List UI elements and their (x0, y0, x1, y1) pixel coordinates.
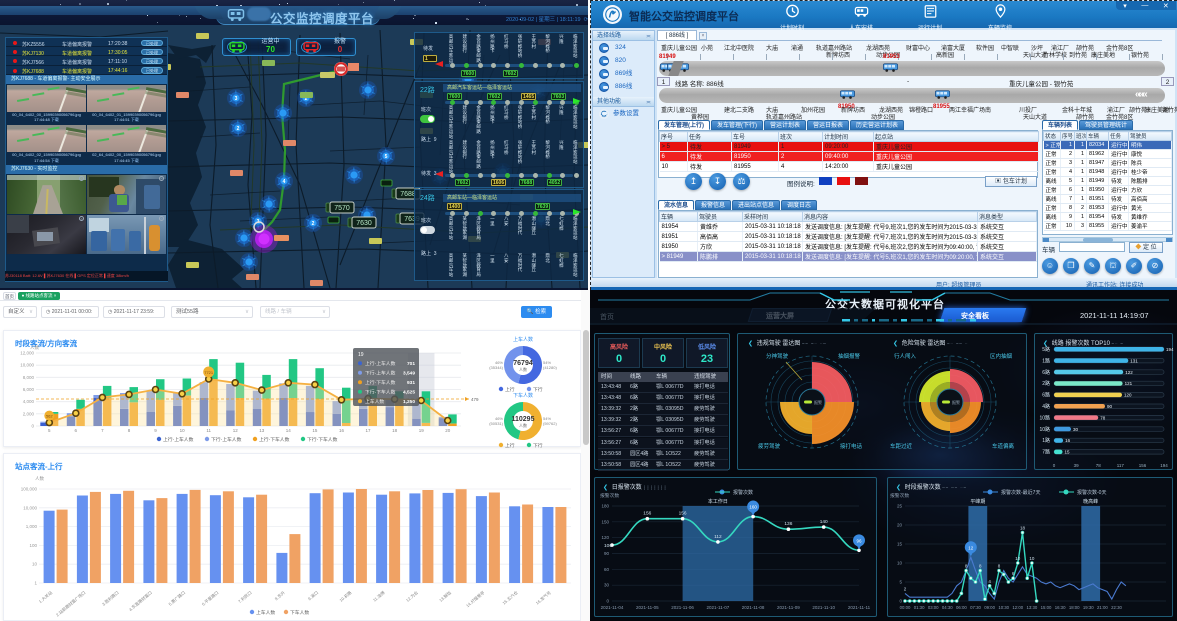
svg-text:上行-上车人数: 上行-上车人数 (163, 436, 194, 443)
svg-text:上行: 上行 (505, 442, 515, 449)
svg-text:12.为合: 12.为合 (404, 589, 420, 604)
svg-text:3: 3 (235, 96, 238, 102)
svg-text:2.站前路财富广场口: 2.站前路财富广场口 (54, 589, 87, 618)
svg-text:7: 7 (101, 428, 104, 433)
svg-text:4,525: 4,525 (403, 390, 415, 396)
svg-text:8.东升: 8.东升 (273, 589, 287, 602)
svg-text:10: 10 (32, 562, 38, 567)
svg-text:上行-上车人数: 上行-上车人数 (365, 360, 396, 367)
svg-text:4.东直路财富口: 4.东直路财富口 (127, 589, 153, 613)
svg-text:1.大关站: 1.大关站 (37, 589, 54, 605)
svg-text:19: 19 (358, 352, 364, 358)
svg-text:4,000: 4,000 (23, 399, 35, 404)
svg-text:7.利民口: 7.利民口 (237, 589, 254, 605)
svg-text:46%: 46% (495, 416, 503, 421)
svg-text:下行-上车人数: 下行-上车人数 (211, 436, 242, 443)
svg-text:11.油博: 11.油博 (371, 589, 387, 604)
svg-text:1: 1 (34, 581, 37, 586)
svg-text:17: 17 (365, 428, 371, 433)
svg-text:10,000: 10,000 (20, 363, 34, 368)
svg-text:上车人数: 上车人数 (513, 336, 533, 343)
svg-text:8: 8 (128, 428, 131, 433)
svg-text:10.初路: 10.初路 (338, 589, 354, 604)
svg-text:3.胜利路口: 3.胜利路口 (100, 589, 120, 607)
svg-text:人数: 人数 (519, 366, 527, 372)
svg-text:16: 16 (339, 428, 345, 433)
svg-text:76794: 76794 (513, 360, 533, 367)
svg-text:人数: 人数 (519, 422, 527, 428)
svg-text:上车人数: 上车人数 (365, 398, 384, 405)
svg-text:8,000: 8,000 (23, 375, 35, 380)
svg-text:13.解饭: 13.解饭 (438, 589, 454, 604)
svg-text:562: 562 (46, 413, 53, 418)
svg-text:18: 18 (392, 428, 398, 433)
svg-text:0: 0 (31, 424, 34, 429)
svg-text:(59762): (59762) (543, 421, 557, 426)
svg-text:11: 11 (206, 428, 211, 433)
svg-text:2,000: 2,000 (23, 411, 35, 416)
svg-text:12: 12 (233, 428, 239, 433)
svg-text:(41280): (41280) (543, 365, 557, 370)
svg-text:7721: 7721 (204, 370, 214, 375)
svg-text:2: 2 (237, 126, 240, 132)
svg-text:人数: 人数 (30, 344, 39, 351)
svg-text:下行-下车人数: 下行-下车人数 (307, 436, 338, 443)
svg-text:(50531): (50531) (489, 421, 503, 426)
svg-text:下行-下车人数: 下行-下车人数 (365, 389, 396, 396)
svg-text:上行: 上行 (505, 386, 515, 393)
svg-text:下车人数: 下车人数 (290, 609, 309, 616)
svg-text:7630: 7630 (356, 220, 372, 227)
svg-text:9: 9 (154, 428, 157, 433)
svg-text:6: 6 (75, 428, 78, 433)
svg-text:12,000: 12,000 (20, 351, 34, 356)
svg-text:16.发气号: 16.发气号 (534, 589, 553, 606)
svg-text:5: 5 (385, 154, 388, 160)
svg-text:54%: 54% (543, 416, 551, 421)
svg-text:19: 19 (419, 428, 425, 433)
svg-text:1,250: 1,250 (403, 399, 415, 405)
svg-text:15: 15 (312, 428, 318, 433)
svg-text:479: 479 (471, 397, 479, 402)
svg-text:4: 4 (283, 179, 286, 185)
svg-text:下行: 下行 (533, 442, 543, 449)
svg-text:1,000: 1,000 (26, 524, 38, 529)
svg-text:20: 20 (445, 428, 451, 433)
svg-text:5: 5 (48, 428, 51, 433)
svg-text:下行: 下行 (533, 386, 543, 393)
svg-text:110295: 110295 (512, 416, 535, 423)
svg-text:6.平里路口: 6.平里路口 (200, 589, 220, 607)
svg-text:10: 10 (180, 428, 186, 433)
svg-text:(35344): (35344) (489, 365, 503, 370)
svg-text:9.演口: 9.演口 (306, 589, 320, 602)
svg-text:701: 701 (407, 361, 415, 367)
svg-text:7570: 7570 (334, 205, 350, 212)
svg-text:54%: 54% (543, 360, 551, 365)
svg-text:6,000: 6,000 (23, 387, 35, 392)
svg-text:上行-下车人数: 上行-下车人数 (365, 379, 396, 386)
svg-text:100,000: 100,000 (21, 487, 38, 492)
svg-text:下行-上车人数: 下行-上车人数 (365, 370, 396, 377)
svg-text:3,549: 3,549 (403, 371, 415, 377)
svg-text:5.惠广路口: 5.惠广路口 (167, 589, 187, 607)
svg-text:下车人数: 下车人数 (513, 392, 533, 399)
svg-text:14.分馏景亭: 14.分馏景亭 (464, 589, 486, 609)
svg-text:14: 14 (286, 428, 292, 433)
svg-text:上行-下车人数: 上行-下车人数 (259, 436, 290, 443)
svg-text:人数: 人数 (35, 475, 44, 482)
svg-text:931: 931 (407, 380, 415, 386)
svg-text:13: 13 (259, 428, 265, 433)
svg-text:7688: 7688 (400, 191, 416, 198)
svg-text:15.五六仓: 15.五六仓 (501, 589, 520, 607)
svg-text:2: 2 (305, 96, 308, 102)
svg-text:10,000: 10,000 (23, 505, 37, 510)
svg-text:上车人数: 上车人数 (256, 609, 275, 616)
svg-text:7639: 7639 (404, 216, 420, 223)
svg-text:100: 100 (29, 543, 37, 548)
svg-text:2: 2 (312, 221, 315, 227)
svg-text:46%: 46% (495, 360, 503, 365)
